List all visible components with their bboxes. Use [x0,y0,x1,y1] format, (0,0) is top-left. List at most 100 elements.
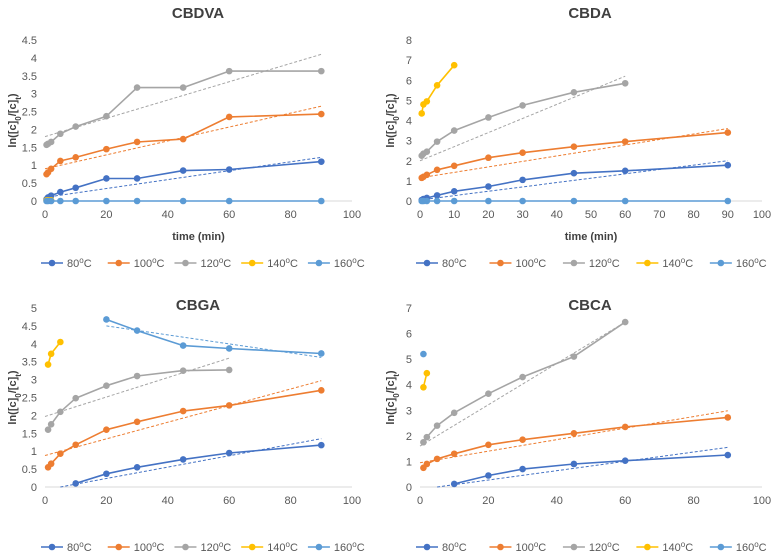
series-80c [60,438,325,488]
x-tick-label: 70 [653,209,665,221]
series-line [422,416,728,469]
data-point [133,372,141,380]
legend-swatch-marker [423,543,431,551]
y-tick-label: 1 [406,456,412,468]
y-tick-label: 0 [31,482,37,494]
data-point [133,464,141,471]
series-line [46,70,322,146]
y-axis-title-subscript: 0 [392,116,401,121]
legend-degree: o [219,256,224,265]
legend-item-100: 100oC [489,256,546,270]
data-point [57,450,64,458]
legend-swatch-marker [48,543,56,551]
data-point [103,382,110,389]
y-axis-title-part: ln([c] [385,120,397,147]
data-point [225,345,233,352]
data-point [570,169,578,177]
y-tick-label: 6 [406,329,412,341]
data-point [179,367,187,374]
data-point [225,166,233,173]
x-tick-label: 100 [753,495,771,507]
legend-item-140: 140oC [636,256,693,271]
chart-title: CBDA [568,5,611,22]
x-tick-label: 40 [162,209,174,221]
data-point [72,184,79,192]
legend-unit: C [157,542,165,554]
legend-label: 140oC [662,256,693,271]
legend-value: 100 [515,542,533,554]
data-point [433,166,441,174]
data-point [318,387,325,394]
data-point [72,123,79,130]
legend-value: 120 [200,542,218,554]
data-point [450,61,458,69]
y-tick-label: 5 [406,354,412,366]
x-tick-label: 0 [417,495,423,507]
data-point [47,350,55,358]
data-point [57,130,64,138]
x-tick-label: 80 [687,209,699,221]
legend-degree: o [607,540,612,549]
data-point [133,84,141,91]
series-120c [43,53,325,149]
chart-title: CBDVA [172,5,224,22]
legend-degree: o [352,256,357,265]
x-tick-label: 100 [753,209,771,221]
series-100c [419,410,732,472]
legend-label: 120oC [200,256,231,271]
data-point [72,441,79,449]
legend-label: 140oC [662,540,693,554]
y-tick-label: 1 [31,446,37,458]
data-point [133,175,141,182]
data-point [179,84,187,91]
legend: 80oC 100oC 120oC 140oC 160oC [41,256,365,271]
legend-label: 160oC [334,540,365,554]
legend-unit: C [459,542,467,554]
legend-swatch-marker [570,259,578,267]
legend-value: 160 [334,258,352,270]
legend-swatch-marker [644,543,651,551]
trendline [419,321,626,447]
series-160c [420,350,427,358]
trendline [437,446,728,488]
data-point [103,197,110,205]
series-140c [420,369,431,391]
x-tick-label: 40 [162,495,174,507]
trendline [44,380,322,456]
series-120c [419,318,629,447]
series-line [45,160,322,200]
legend-label: 120oC [589,540,620,554]
data-point [47,192,55,199]
data-point [57,197,64,205]
x-tick-label: 30 [516,209,528,221]
x-tick-label: 0 [417,209,423,221]
legend-degree: o [152,540,157,549]
legend-unit: C [223,542,231,554]
y-axis-title-part: ln([c] [385,397,397,424]
series-100c [44,380,325,471]
chart-cbga: CBGA 0 0.5 1 1.5 2 2.5 3 3.5 4 4.5 5 0 20 40 60 80 100 ln(… [7,297,365,554]
chart-title: CBCA [568,297,611,314]
y-axis-title-part: ln([c] [7,397,19,424]
legend-degree: o [754,540,759,549]
legend-label: 120oC [200,540,231,554]
legend-unit: C [685,258,693,270]
trendline [106,325,322,358]
y-tick-label: 2 [31,124,37,136]
legend-label: 100oC [515,540,546,554]
legend-swatch-marker [423,259,431,267]
data-point [485,390,492,397]
y-tick-label: 2 [406,431,412,443]
series-140c [418,61,458,117]
data-point [318,158,325,165]
series-160c [103,316,325,358]
data-point [724,161,732,169]
y-tick-label: 4.5 [22,35,37,47]
legend-swatch-marker [115,259,123,267]
legend-label: 80oC [442,256,467,271]
data-point [179,135,187,143]
legend-label: 160oC [736,540,767,554]
legend-item-160: 160oC [307,540,365,554]
data-point [225,366,233,374]
data-point [179,342,187,349]
